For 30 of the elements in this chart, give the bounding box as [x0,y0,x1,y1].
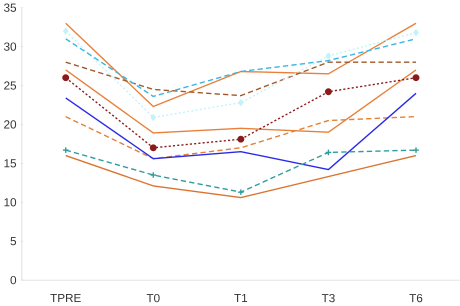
x-tick-label: TPRE [50,294,81,302]
y-tick-label: 25 [4,81,16,90]
x-tick-label: T6 [409,294,422,302]
y-tick-label: 10 [4,198,16,207]
x-tick-label: T1 [234,294,248,302]
y-tick-label: 0 [10,276,16,284]
y-tick-label: 35 [4,4,16,12]
point [326,52,332,60]
y-tick-label: 15 [4,159,16,168]
point [238,99,244,106]
point [150,114,156,121]
y-tick-label: 20 [4,120,16,129]
point [324,88,332,96]
point [237,136,244,143]
point [62,74,70,82]
line-series [65,22,417,108]
line-series [65,92,417,170]
x-tick-label: T0 [146,294,160,302]
point [150,144,157,152]
point [413,29,419,36]
point [412,146,420,154]
point [150,172,157,179]
point [237,188,244,196]
point [324,149,332,156]
point [62,146,70,154]
point [62,28,68,35]
x-tick-label: T3 [322,294,335,302]
y-tick-label: 5 [10,237,16,246]
point [412,74,420,82]
y-tick-label: 30 [4,42,16,51]
